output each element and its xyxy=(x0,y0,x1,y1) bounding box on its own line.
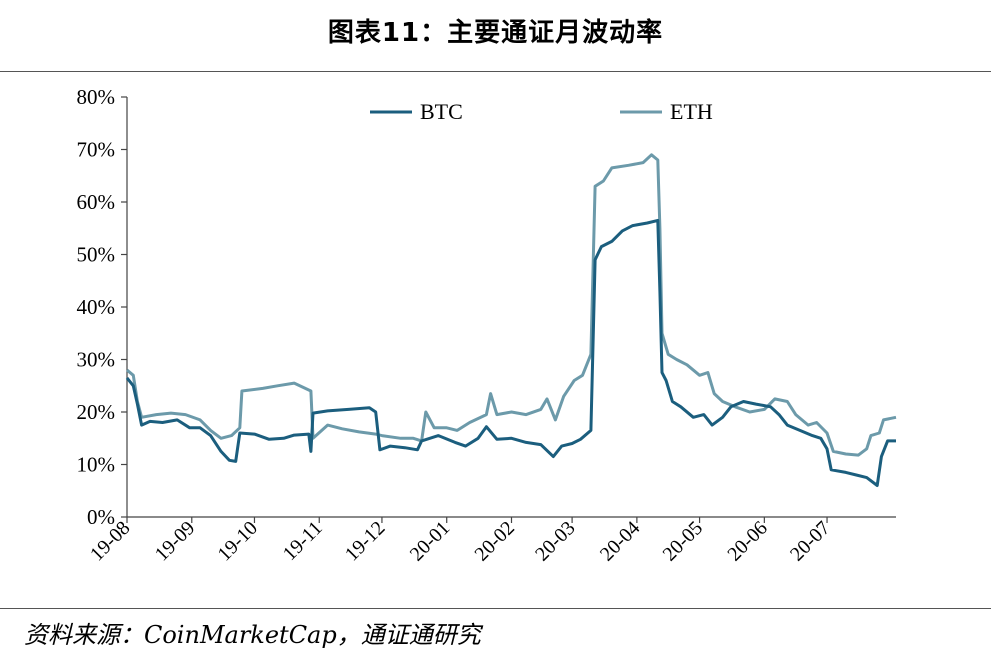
x-tick-label: 20-02 xyxy=(470,517,519,566)
y-tick-label: 40% xyxy=(77,295,116,319)
y-tick-label: 0% xyxy=(87,505,115,529)
y-tick-label: 70% xyxy=(77,138,116,162)
x-axis-ticks: 19-08 19-09 19-10 19-11 19-12 20-01 20-02 20-03… xyxy=(86,517,835,566)
series-line-btc xyxy=(125,218,896,487)
y-tick-label: 20% xyxy=(77,400,116,424)
line-chart: 0%10%20%30%40%50%60%70%80% 19-08 19-09 19-… xyxy=(77,85,897,566)
y-tick-label: 30% xyxy=(77,348,116,372)
x-tick-label: 20-05 xyxy=(659,517,708,566)
x-tick-label: 20-03 xyxy=(531,517,580,566)
y-axis-ticks: 0% 10% 20% 30% 40% 50% 60% 70% 80% xyxy=(77,85,127,529)
series-line-eth xyxy=(126,153,897,457)
source-note: 资料来源：CoinMarketCap，通证通研究 xyxy=(24,621,481,649)
x-tick-label: 19-11 xyxy=(279,517,327,565)
legend: BTC ETH xyxy=(370,99,713,124)
y-tick-label: 60% xyxy=(77,190,116,214)
series-lines xyxy=(125,153,897,487)
top-rule xyxy=(0,71,991,72)
legend-label-btc: BTC xyxy=(420,99,463,124)
x-tick-label: 20-07 xyxy=(786,517,835,566)
y-tick-label: 50% xyxy=(77,243,116,267)
x-tick-label: 20-01 xyxy=(406,517,455,566)
x-tick-label: 19-12 xyxy=(341,517,390,566)
legend-label-eth: ETH xyxy=(670,99,713,124)
y-tick-label: 80% xyxy=(77,85,116,109)
chart-title: 图表11：主要通证月波动率 xyxy=(327,18,664,48)
y-tick-label: 10% xyxy=(77,453,116,477)
bottom-rule xyxy=(0,608,991,609)
chart-axes xyxy=(126,97,896,518)
x-tick-label: 19-09 xyxy=(151,517,200,566)
x-tick-label: 20-06 xyxy=(723,517,772,566)
x-tick-label: 19-10 xyxy=(213,517,262,566)
x-tick-label: 20-04 xyxy=(596,517,645,566)
